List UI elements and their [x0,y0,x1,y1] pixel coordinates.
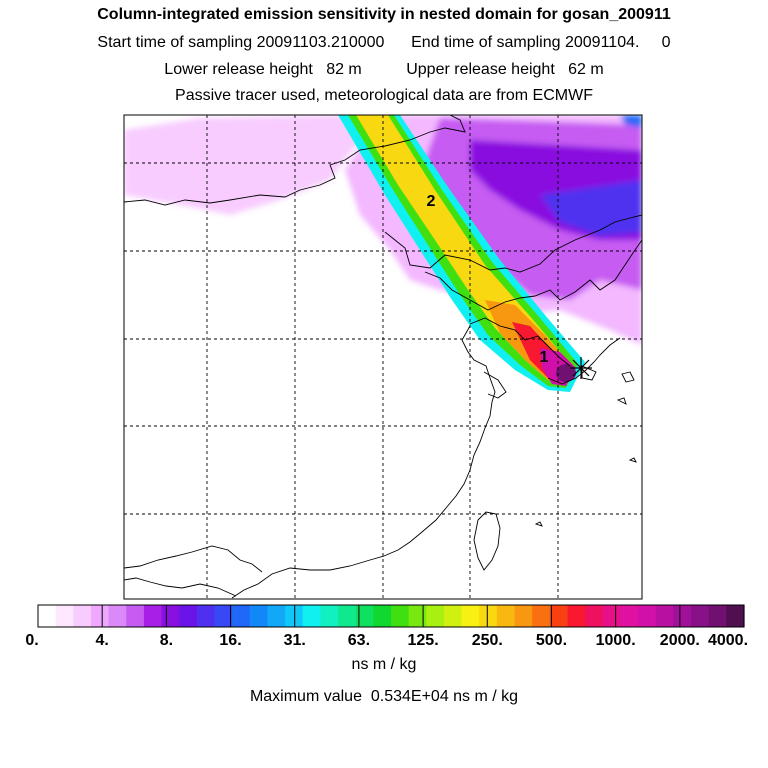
lower-value: 82 m [326,61,362,78]
colorbar-cell [126,605,145,627]
page-title: Column-integrated emission sensitivity i… [97,6,671,23]
trajectory-label-1: 1 [540,349,549,366]
colorbar-tick-label: 0. [25,632,39,649]
colorbar-cell [214,605,233,627]
colorbar-cell [391,605,410,627]
colorbar-cell [496,605,516,627]
tracer-info: Passive tracer used, meteorological data… [175,87,593,104]
sensitivity-field [124,115,642,599]
upper-value: 62 m [568,61,604,78]
colorbar-cell [143,605,163,627]
colorbar-cell [567,605,586,627]
max-value: 0.534E+04 ns m / kg [370,688,519,705]
colorbar-cell [249,605,269,627]
colorbar-cell [267,605,286,627]
colorbar-cell [285,605,304,627]
colorbar-tick-label: 250. [471,632,503,649]
upper-label: Upper release height [406,61,555,78]
colorbar-cell [691,605,710,627]
end-value: 20091104. [564,34,640,51]
colorbar-cell [708,605,727,627]
colorbar-cell [338,605,357,627]
coastlines [124,115,642,599]
lower-label: Lower release height [164,61,313,78]
colorbar-cell [408,605,427,627]
colorbar-cell [443,605,463,627]
colorbar-tick-label: 16. [219,632,242,649]
maximum-value: Maximum value 0.534E+04 ns m / kg [0,688,768,706]
colorbar-tick-label: 1000. [595,632,636,649]
colorbar-cell [232,605,251,627]
colorbar-cell [461,605,480,627]
lat-lon-grid [124,115,642,599]
colorbar-cell [620,605,639,627]
colorbar-cell [549,605,569,627]
colorbar-cells [38,605,745,627]
colorbar-cell [320,605,339,627]
end-suffix: 0 [661,34,671,51]
end-label: End time of sampling [411,34,561,51]
colorbar-cell [302,605,321,627]
colorbar-cell [373,605,392,627]
start-label: Start time of sampling [97,34,253,51]
colorbar-tick-label: 63. [347,632,371,649]
colorbar-tick-label: 500. [535,632,568,649]
colorbar-cell [673,605,692,627]
colorbar-cell [179,605,198,627]
colorbar-cell [73,605,92,627]
colorbar-cell [55,605,74,627]
colorbar-cell [638,605,657,627]
colorbar-cell [479,605,498,627]
colorbar-cell [514,605,533,627]
max-label: Maximum value [249,688,362,705]
colorbar-tick-label: 125. [407,632,439,649]
release-heights: Lower release height 82 m Upper release … [0,61,768,79]
star-marker-icon [570,357,592,379]
colorbar-cell [532,605,551,627]
colorbar-cell [426,605,445,627]
colorbar-units: ns m / kg [351,656,417,673]
colorbar-cell [355,605,374,627]
colorbar-dividers [101,605,681,627]
colorbar-cell [585,605,604,627]
colorbar-cell [108,605,127,627]
colorbar-tick-label: 8. [159,632,174,649]
colorbar-tick-label: 4. [95,632,109,649]
sampling-times: Start time of sampling 20091103.210000 E… [0,34,768,52]
colorbar-cell [726,605,745,627]
colorbar-tick-label: 4000. [707,632,749,649]
colorbar-cell [38,605,57,627]
colorbar-frame [37,604,745,628]
colorbar-cell [602,605,622,627]
colorbar-cell [161,605,180,627]
start-value: 20091103.210000 [256,34,385,51]
field-corner [620,115,642,128]
trajectory-label-2: 2 [427,193,436,210]
colorbar-cell [655,605,674,627]
colorbar-tick-label: 31. [283,632,306,649]
colorbar-cell [196,605,216,627]
colorbar-cell [90,605,110,627]
colorbar-tick-label: 2000. [659,632,700,649]
map-frame [123,114,643,600]
